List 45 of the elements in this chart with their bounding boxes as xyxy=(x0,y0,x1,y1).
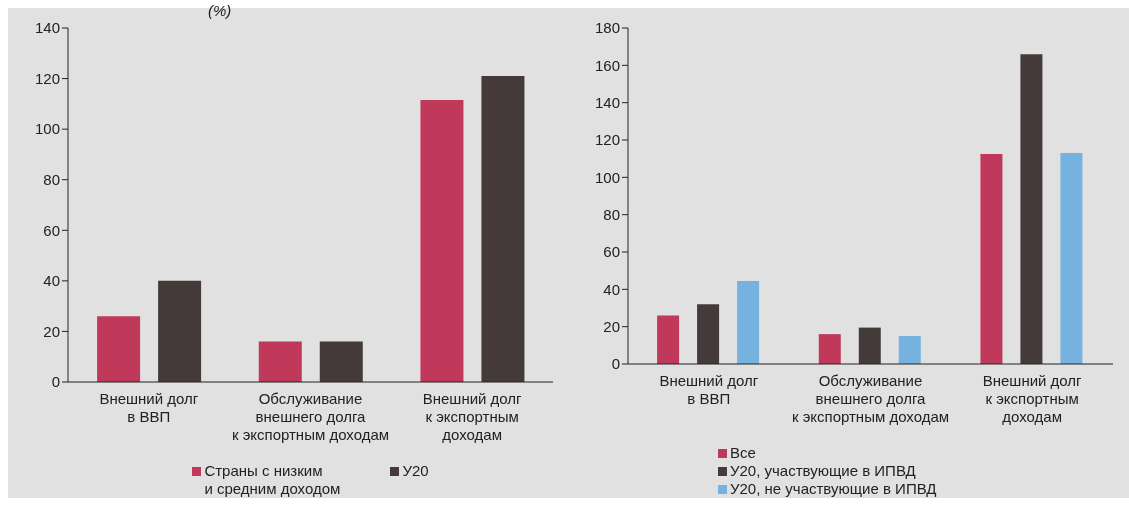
bar xyxy=(898,336,921,364)
y-tick-label: 140 xyxy=(594,93,620,111)
bar xyxy=(481,76,525,382)
y-tick-label: 60 xyxy=(43,221,60,239)
y-tick-label: 20 xyxy=(43,322,60,340)
x-tick-label: Обслуживание внешнего долга к экспортным доходам xyxy=(231,390,390,443)
y-tick-label: 60 xyxy=(603,243,620,261)
y-tick-label: 0 xyxy=(611,355,620,373)
y-tick-label: 80 xyxy=(603,205,620,223)
y-tick-label: 180 xyxy=(594,19,620,37)
x-tick-label: Внешний долг к экспортным доходам xyxy=(422,390,523,443)
legend-label: У20, не участвующие в ИПВД xyxy=(730,480,937,498)
bar xyxy=(980,154,1003,364)
y-tick-label: 40 xyxy=(43,272,60,290)
y-tick-label: 100 xyxy=(34,120,60,138)
bar xyxy=(1060,153,1083,364)
legend-label: Страны с низким и средним доходом xyxy=(204,462,341,498)
bar xyxy=(697,304,720,364)
bar xyxy=(258,341,302,382)
y-tick-label: 120 xyxy=(34,69,60,87)
bar xyxy=(818,334,841,364)
bar xyxy=(420,100,464,382)
y-tick-label: 120 xyxy=(594,131,620,149)
y-tick-label: 140 xyxy=(34,19,60,37)
bar xyxy=(1020,54,1043,364)
legend-label: Все xyxy=(730,444,756,462)
bar xyxy=(858,327,881,364)
y-tick-label: 100 xyxy=(594,168,620,186)
y-tick-label: 0 xyxy=(51,373,60,391)
chart-subtitle: (%) xyxy=(208,2,232,19)
x-tick-label: Внешний долг в ВВП xyxy=(99,390,199,425)
bar xyxy=(97,316,141,382)
y-tick-label: 160 xyxy=(594,56,620,74)
legend-label: У20, участвующие в ИПВД xyxy=(730,462,916,480)
bar xyxy=(737,280,760,364)
bar xyxy=(319,341,363,382)
bar xyxy=(158,280,202,382)
bar xyxy=(657,315,680,364)
y-tick-label: 40 xyxy=(603,280,620,298)
x-tick-label: Внешний долг к экспортным доходам xyxy=(982,372,1083,425)
x-tick-label: Внешний долг в ВВП xyxy=(659,372,759,407)
legend-label: У20 xyxy=(402,462,429,480)
y-tick-label: 20 xyxy=(603,317,620,335)
x-tick-label: Обслуживание внешнего долга к экспортным доходам xyxy=(791,372,950,425)
y-tick-label: 80 xyxy=(43,171,60,189)
